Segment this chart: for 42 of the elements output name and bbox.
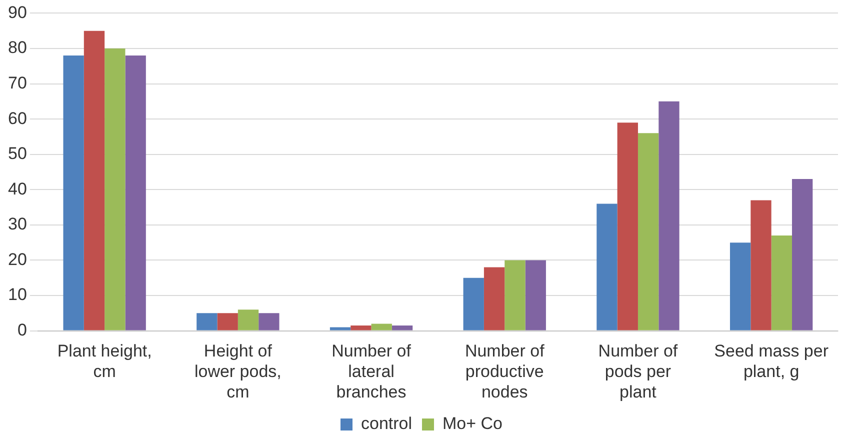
x-tick-label: Number of lateral branches	[332, 342, 412, 402]
x-tick-label: Height of lower pods, cm	[194, 342, 282, 402]
bar	[617, 122, 638, 330]
y-tick-label: 60	[8, 108, 27, 128]
y-tick-label: 40	[8, 179, 27, 198]
x-tick-label: Plant height, cm	[57, 342, 152, 382]
bar	[525, 260, 546, 330]
bar	[238, 310, 259, 330]
bar	[484, 267, 505, 330]
bar	[350, 326, 372, 330]
bar	[104, 48, 126, 330]
bar	[638, 133, 659, 330]
bar	[463, 278, 484, 330]
y-tick-label: 50	[8, 144, 27, 164]
bar	[330, 327, 351, 330]
bar	[217, 313, 238, 330]
bar	[750, 200, 772, 330]
y-tick-label: 70	[8, 73, 27, 92]
bar	[730, 242, 751, 330]
bar	[504, 260, 526, 330]
y-tick-label: 0	[17, 320, 27, 340]
x-tick-label: Number of productive nodes	[464, 342, 545, 402]
bar	[771, 236, 792, 330]
bar	[658, 101, 680, 330]
bar	[125, 56, 146, 330]
bar	[196, 313, 218, 330]
y-tick-label: 80	[8, 38, 27, 58]
y-tick-label: 30	[8, 214, 27, 234]
bar	[371, 324, 392, 330]
y-tick-label: 90	[8, 2, 27, 22]
y-tick-label: 10	[8, 285, 27, 304]
bar	[258, 313, 280, 330]
bar	[84, 30, 105, 330]
x-tick-label: Number of pods per plant	[598, 342, 678, 402]
y-tick-label: 20	[8, 250, 27, 269]
bar	[792, 179, 813, 330]
x-tick-label: Seed mass per plant, g	[714, 342, 829, 382]
legend-label: control	[360, 414, 412, 434]
bar	[596, 204, 618, 330]
bar	[63, 56, 84, 330]
legend-label: Mo+ Co	[442, 414, 503, 434]
bar	[392, 326, 413, 330]
